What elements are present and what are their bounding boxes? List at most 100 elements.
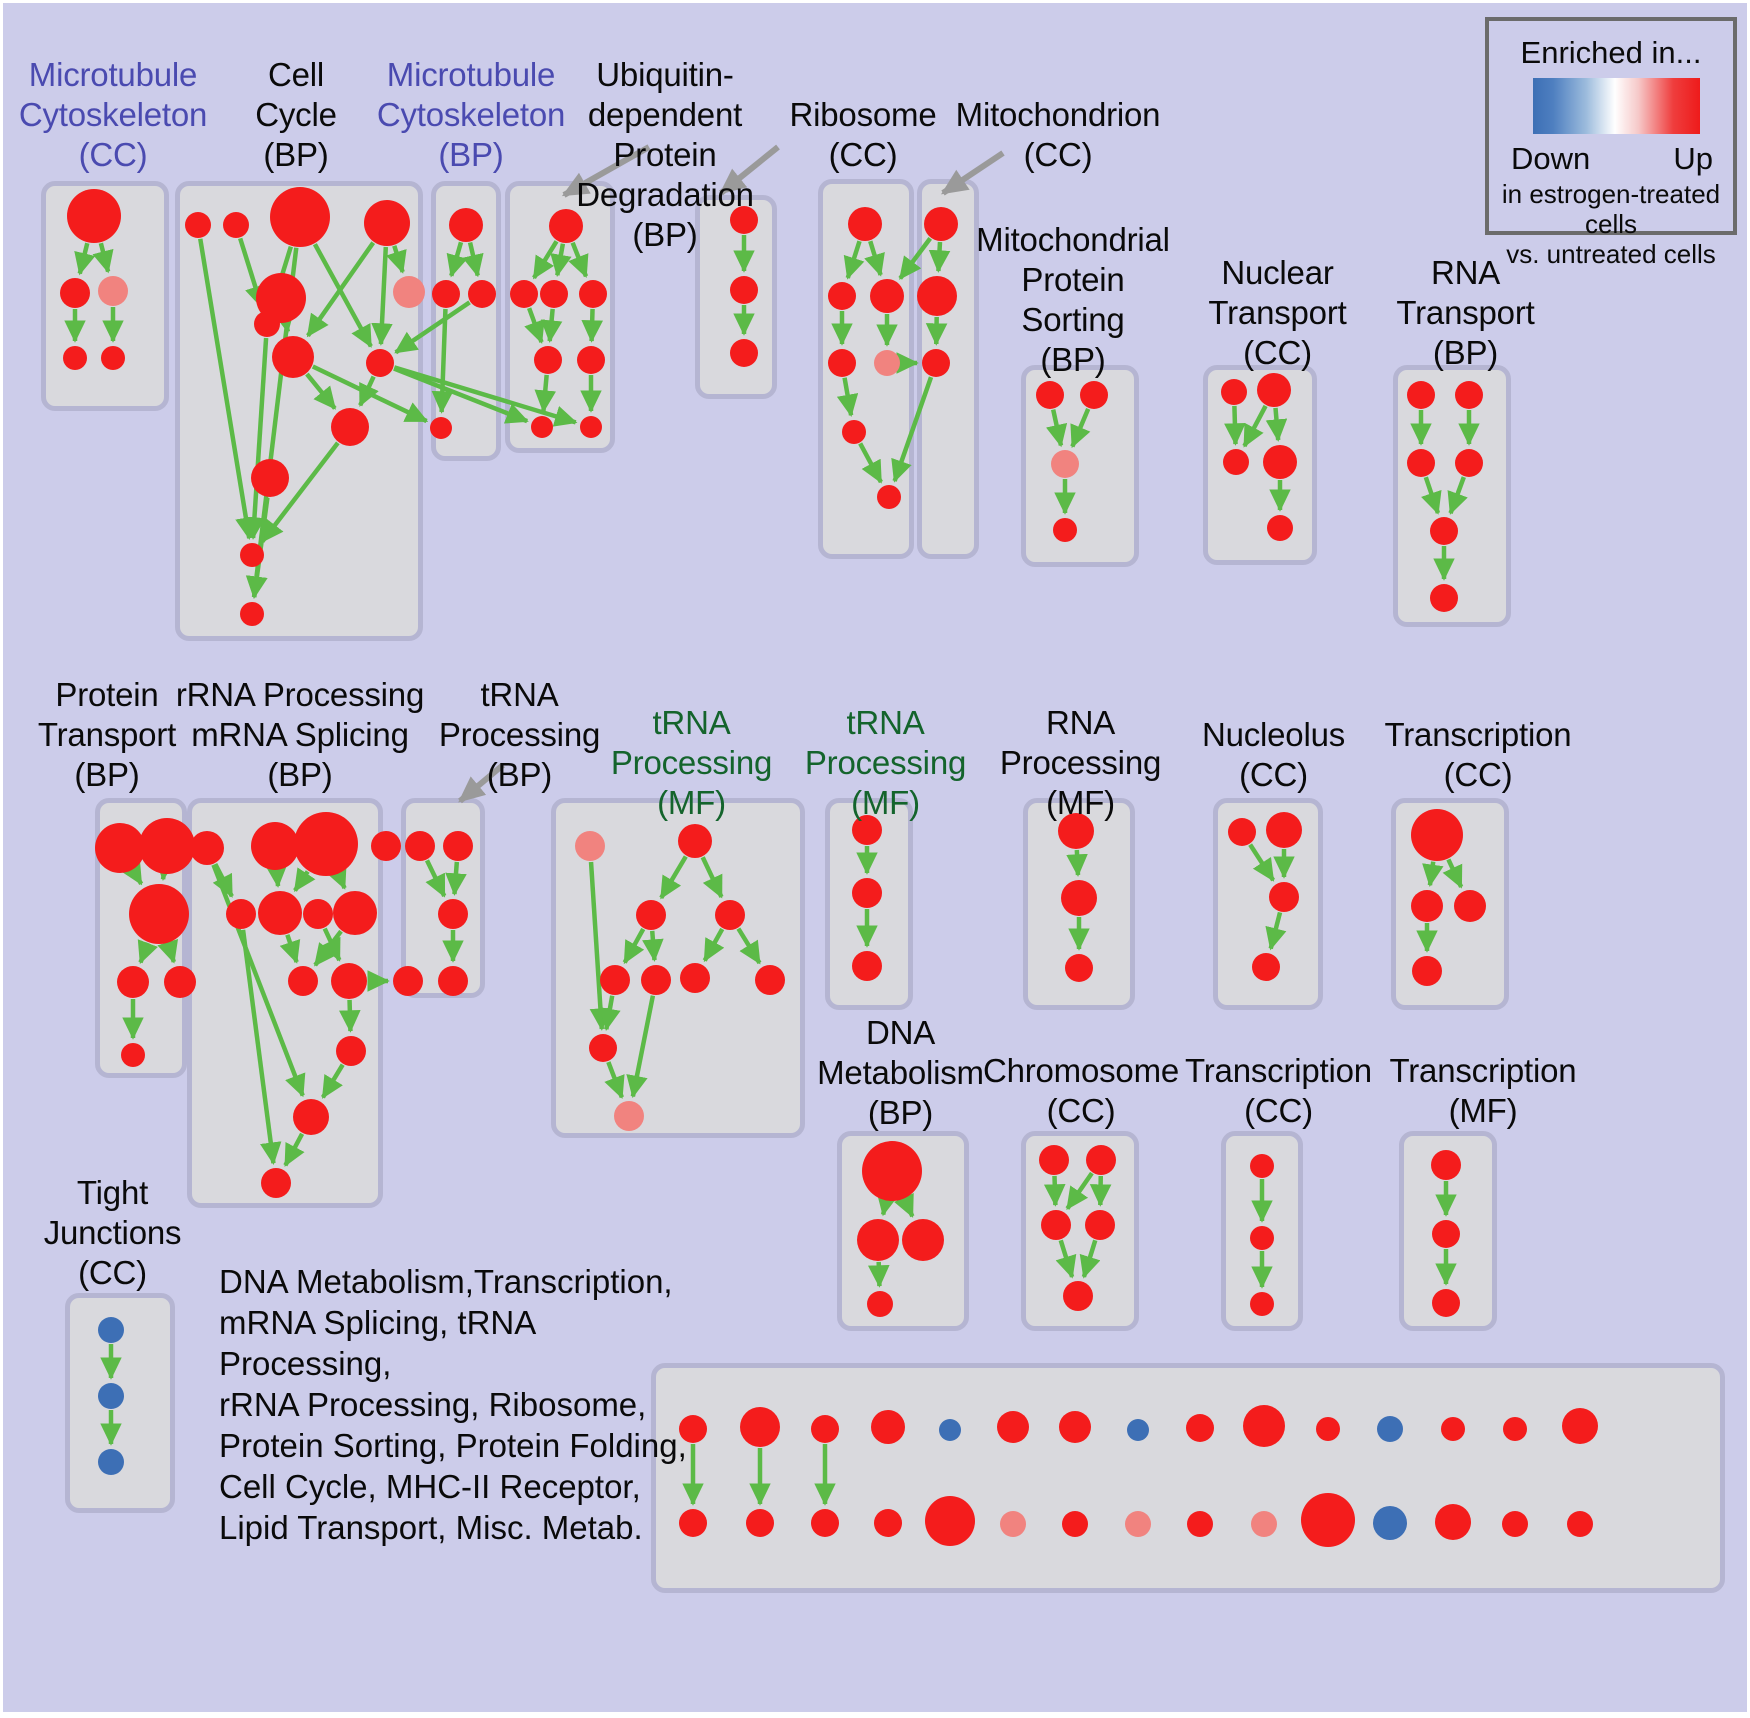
network-node[interactable] (1269, 882, 1299, 912)
network-node[interactable] (449, 208, 483, 242)
network-node[interactable] (874, 1509, 902, 1537)
network-node[interactable] (1432, 1289, 1460, 1317)
network-node[interactable] (1263, 445, 1297, 479)
network-node[interactable] (828, 282, 856, 310)
network-node[interactable] (1250, 1226, 1274, 1250)
network-node[interactable] (848, 207, 882, 241)
network-node[interactable] (240, 543, 264, 567)
network-node[interactable] (1432, 1220, 1460, 1248)
network-node[interactable] (258, 891, 302, 935)
network-node[interactable] (811, 1415, 839, 1443)
network-node[interactable] (190, 831, 224, 865)
network-node[interactable] (223, 212, 249, 238)
network-node[interactable] (333, 891, 377, 935)
network-node[interactable] (98, 1449, 124, 1475)
network-node[interactable] (641, 965, 671, 995)
network-node[interactable] (870, 279, 904, 313)
network-node[interactable] (438, 966, 468, 996)
network-node[interactable] (1085, 1210, 1115, 1240)
network-node[interactable] (1411, 809, 1463, 861)
network-node[interactable] (1503, 1417, 1527, 1441)
network-node[interactable] (1257, 373, 1291, 407)
network-node[interactable] (432, 280, 460, 308)
network-node[interactable] (939, 1419, 961, 1441)
network-node[interactable] (925, 1496, 975, 1546)
network-node[interactable] (438, 899, 468, 929)
network-node[interactable] (364, 200, 410, 246)
network-node[interactable] (121, 1043, 145, 1067)
network-node[interactable] (251, 822, 299, 870)
network-node[interactable] (1250, 1154, 1274, 1178)
network-node[interactable] (589, 1034, 617, 1062)
network-node[interactable] (534, 346, 562, 374)
network-node[interactable] (331, 408, 369, 446)
network-node[interactable] (443, 831, 473, 861)
network-node[interactable] (577, 346, 605, 374)
network-node[interactable] (997, 1411, 1029, 1443)
network-node[interactable] (1250, 1292, 1274, 1316)
network-node[interactable] (261, 1168, 291, 1198)
network-node[interactable] (1243, 1405, 1285, 1447)
network-node[interactable] (1061, 880, 1097, 916)
network-node[interactable] (862, 1141, 922, 1201)
network-node[interactable] (1430, 584, 1458, 612)
network-node[interactable] (1053, 518, 1077, 542)
network-node[interactable] (1267, 515, 1293, 541)
network-node[interactable] (874, 350, 900, 376)
network-node[interactable] (393, 276, 425, 308)
network-node[interactable] (336, 1036, 366, 1066)
network-node[interactable] (1431, 1150, 1461, 1180)
network-node[interactable] (1186, 1414, 1214, 1442)
network-node[interactable] (117, 966, 149, 998)
network-node[interactable] (636, 900, 666, 930)
network-node[interactable] (1036, 381, 1064, 409)
network-node[interactable] (871, 1410, 905, 1444)
network-node[interactable] (746, 1509, 774, 1537)
network-node[interactable] (98, 1383, 124, 1409)
network-node[interactable] (857, 1219, 899, 1261)
network-node[interactable] (1430, 517, 1458, 545)
network-node[interactable] (1228, 818, 1256, 846)
network-node[interactable] (1411, 890, 1443, 922)
network-node[interactable] (1000, 1511, 1026, 1537)
network-node[interactable] (95, 823, 145, 873)
network-node[interactable] (575, 831, 605, 861)
network-node[interactable] (740, 1407, 780, 1447)
network-node[interactable] (580, 416, 602, 438)
network-node[interactable] (715, 900, 745, 930)
network-node[interactable] (1187, 1511, 1213, 1537)
network-node[interactable] (331, 963, 367, 999)
network-node[interactable] (139, 818, 195, 874)
network-node[interactable] (1562, 1408, 1598, 1444)
network-node[interactable] (1127, 1419, 1149, 1441)
network-node[interactable] (1086, 1145, 1116, 1175)
network-node[interactable] (730, 339, 758, 367)
network-node[interactable] (680, 963, 710, 993)
network-node[interactable] (730, 276, 758, 304)
network-node[interactable] (60, 278, 90, 308)
network-node[interactable] (164, 966, 196, 998)
network-node[interactable] (1316, 1417, 1340, 1441)
network-node[interactable] (1059, 1411, 1091, 1443)
network-node[interactable] (579, 280, 607, 308)
network-node[interactable] (226, 899, 256, 929)
network-node[interactable] (1455, 381, 1483, 409)
network-node[interactable] (270, 187, 330, 247)
network-node[interactable] (1373, 1506, 1407, 1540)
network-node[interactable] (393, 966, 423, 996)
network-node[interactable] (1502, 1511, 1528, 1537)
network-node[interactable] (902, 1219, 944, 1261)
network-node[interactable] (1223, 449, 1249, 475)
network-node[interactable] (852, 951, 882, 981)
network-node[interactable] (1377, 1416, 1403, 1442)
network-node[interactable] (1455, 449, 1483, 477)
network-node[interactable] (371, 831, 401, 861)
network-node[interactable] (922, 349, 950, 377)
network-node[interactable] (256, 273, 306, 323)
network-node[interactable] (811, 1509, 839, 1537)
network-node[interactable] (828, 349, 856, 377)
network-node[interactable] (468, 280, 496, 308)
network-node[interactable] (63, 346, 87, 370)
network-node[interactable] (614, 1101, 644, 1131)
network-node[interactable] (867, 1291, 893, 1317)
